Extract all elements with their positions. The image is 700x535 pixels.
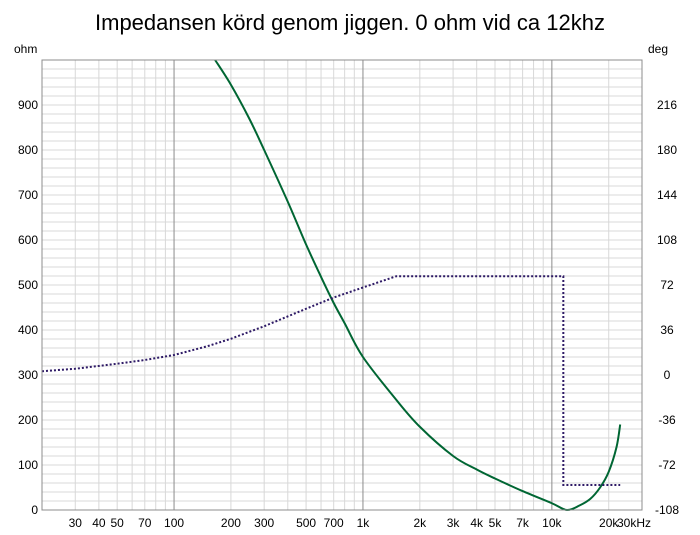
x-tick-label: 4k: [470, 516, 484, 530]
x-tick-label: 200: [221, 516, 241, 530]
y-left-tick-label: 700: [18, 188, 38, 202]
x-tick-label: 100: [164, 516, 184, 530]
x-tick-label: 3k: [447, 516, 461, 530]
x-tick-label: 20k: [599, 516, 619, 530]
plot-frame: [41, 59, 643, 511]
y-right-tick-label: -72: [658, 458, 676, 472]
phase-series-line: [41, 275, 621, 486]
y-left-axis: 0 100 200 300 400 500 600 700 800 900: [18, 98, 38, 517]
y-right-tick-label: 144: [657, 188, 677, 202]
x-axis: 30 40 50 70 100 200 300 500 700 1k 2k 3k 4k 5k 7k 10k 20…: [69, 516, 651, 530]
y-right-tick-label: 216: [657, 98, 677, 112]
impedance-series-line: [214, 59, 622, 512]
x-tick-label: 300: [254, 516, 274, 530]
x-tick-label: 700: [324, 516, 344, 530]
y-left-tick-label: 500: [18, 278, 38, 292]
x-tick-label: 50: [110, 516, 124, 530]
y-right-unit-label: deg: [648, 42, 668, 56]
x-tick-label: 500: [296, 516, 316, 530]
chart-title: Impedansen körd genom jiggen. 0 ohm vid …: [95, 10, 605, 35]
x-tick-label: 5k: [489, 516, 503, 530]
grid: [42, 60, 642, 510]
series-layer: [41, 59, 622, 512]
x-tick-label: 30: [69, 516, 83, 530]
y-right-tick-label: 0: [664, 368, 671, 382]
y-left-tick-label: 200: [18, 413, 38, 427]
y-right-tick-label: 36: [660, 323, 674, 337]
x-tick-label: 7k: [516, 516, 530, 530]
y-left-tick-label: 600: [18, 233, 38, 247]
y-left-tick-label: 800: [18, 143, 38, 157]
x-tick-label: 70: [138, 516, 152, 530]
x-tick-label: 40: [92, 516, 106, 530]
y-left-tick-label: 0: [31, 503, 38, 517]
x-tick-label: 30kHz: [617, 516, 651, 530]
x-tick-label: 2k: [413, 516, 427, 530]
y-right-tick-label: -36: [658, 413, 676, 427]
y-right-tick-label: 108: [657, 233, 677, 247]
y-left-tick-label: 300: [18, 368, 38, 382]
y-left-tick-label: 100: [18, 458, 38, 472]
y-left-unit-label: ohm: [14, 42, 37, 56]
x-tick-label: 1k: [357, 516, 371, 530]
y-right-tick-label: 72: [660, 278, 674, 292]
y-right-tick-label: 180: [657, 143, 677, 157]
y-left-tick-label: 400: [18, 323, 38, 337]
y-right-axis: -108 -72 -36 0 36 72 108 144 180 216: [655, 98, 679, 517]
y-left-tick-label: 900: [18, 98, 38, 112]
y-right-tick-label: -108: [655, 503, 679, 517]
x-tick-label: 10k: [542, 516, 562, 530]
